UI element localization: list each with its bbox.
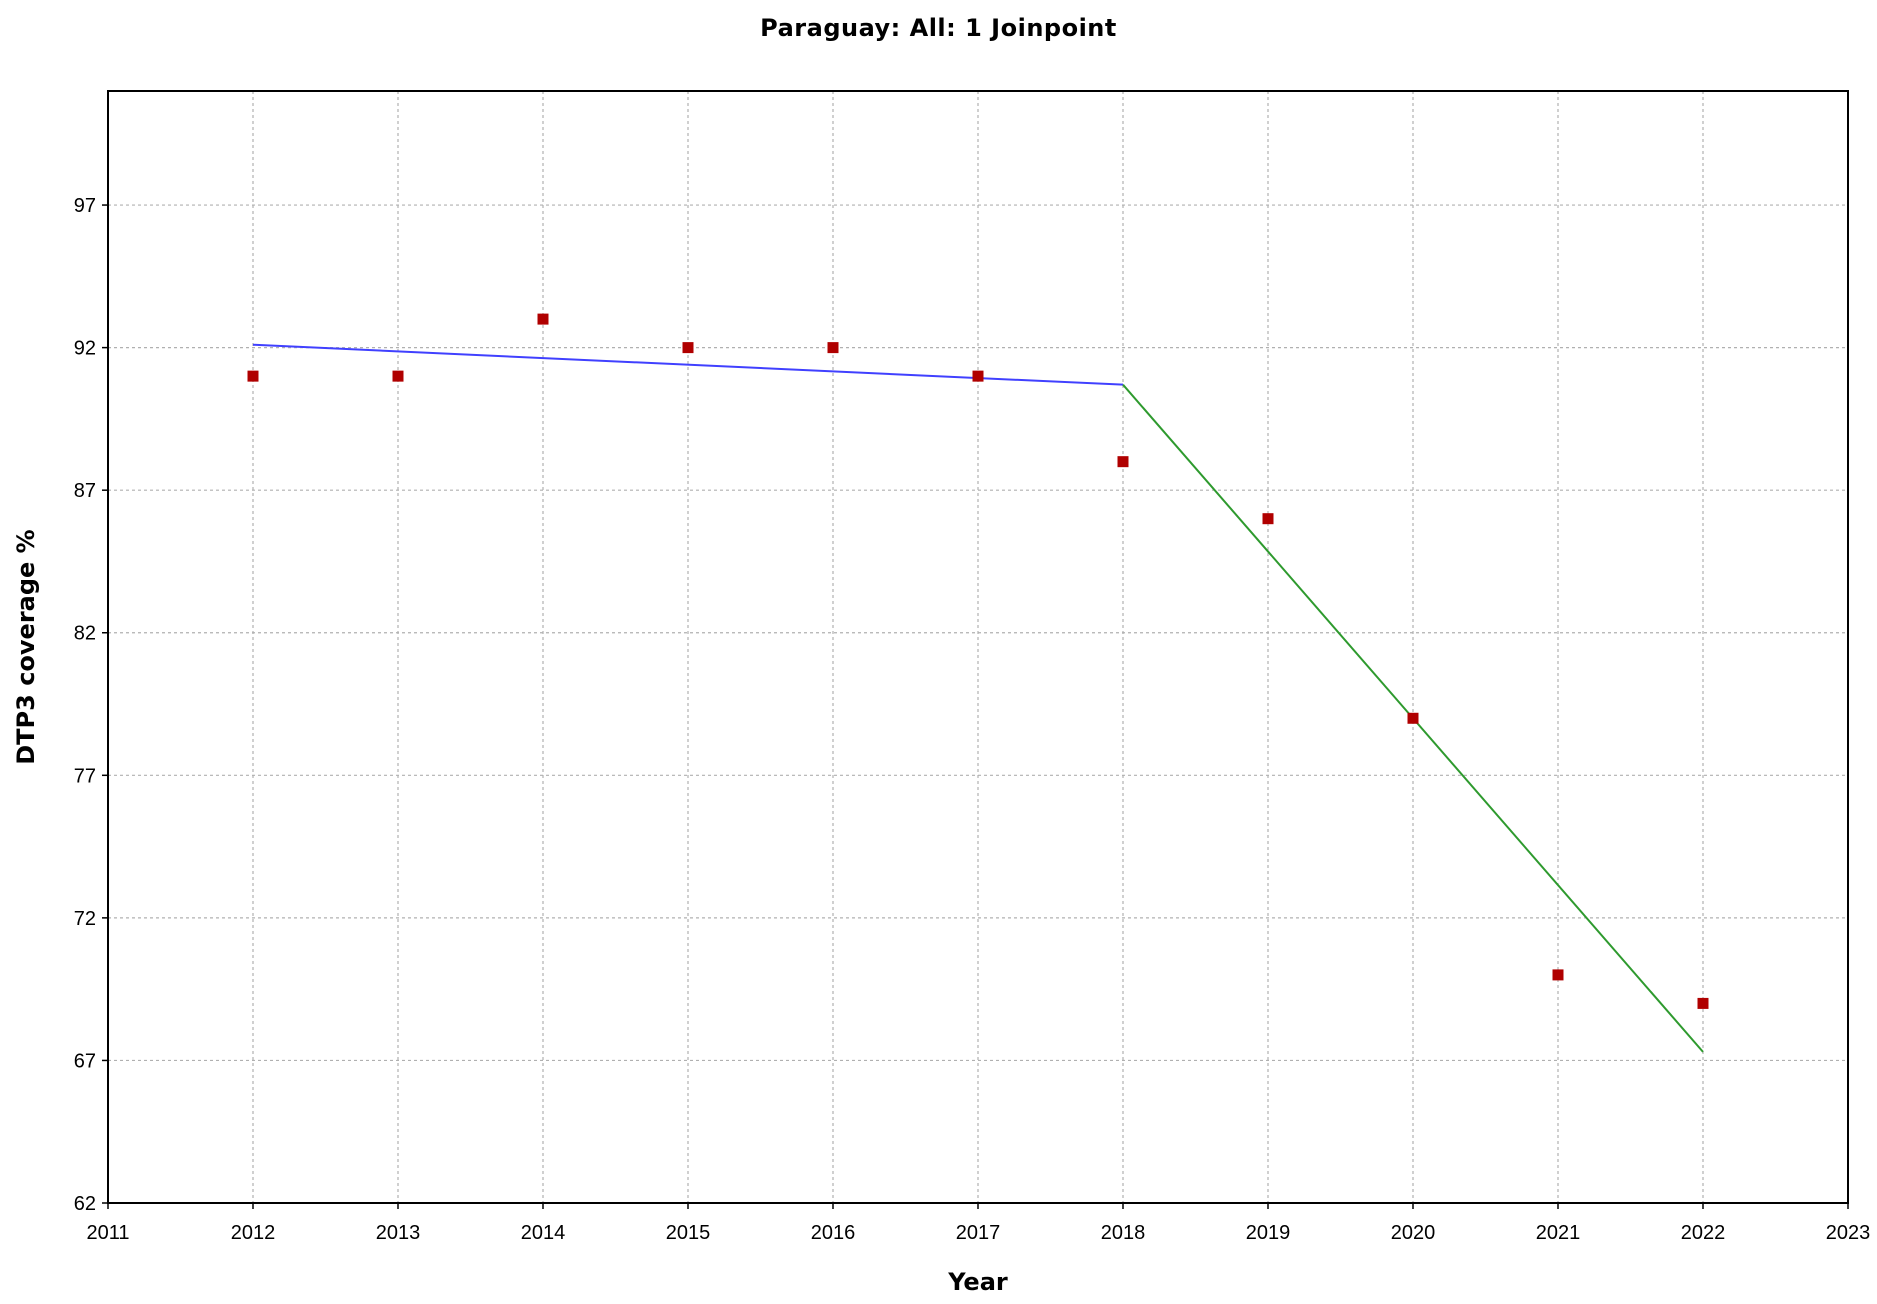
x-tick-label-2017: 2017 <box>956 1222 1001 1244</box>
observed-point-2021 <box>1552 969 1564 981</box>
x-tick-label-2020: 2020 <box>1391 1222 1436 1244</box>
observed-point-2016 <box>827 342 839 354</box>
y-axis-title: DTP3 coverage % <box>12 529 40 764</box>
x-tick-label-2012: 2012 <box>231 1222 276 1244</box>
x-tick-labels: 2011 2012 2013 2014 2015 2016 2017 2018 2019 2020… <box>86 1203 1870 1244</box>
y-tick-label-77: 77 <box>74 765 96 787</box>
x-tick-label-2016: 2016 <box>811 1222 856 1244</box>
y-tick-label-92: 92 <box>74 338 96 360</box>
x-tick-label-2014: 2014 <box>521 1222 566 1244</box>
y-tick-label-67: 67 <box>74 1050 96 1072</box>
x-tick-label-2019: 2019 <box>1246 1222 1291 1244</box>
y-tick-label-82: 82 <box>74 623 96 645</box>
plot-frame <box>107 90 1849 1204</box>
x-tick-label-2022: 2022 <box>1681 1222 1726 1244</box>
x-tick-label-2011: 2011 <box>86 1222 129 1244</box>
x-tick-label-2015: 2015 <box>666 1222 711 1244</box>
observed-point-2017 <box>972 370 984 382</box>
chart-title: Paraguay: All: 1 Joinpoint <box>760 14 1117 42</box>
observed-point-2013 <box>392 370 404 382</box>
y-tick-labels: 62 67 72 77 82 87 92 97 <box>74 195 108 1215</box>
observed-point-2018 <box>1117 456 1129 468</box>
observed-point-2020 <box>1407 712 1419 724</box>
y-tick-label-72: 72 <box>74 908 96 930</box>
x-tick-label-2021: 2021 <box>1536 1222 1581 1244</box>
observed-point-2019 <box>1262 513 1274 525</box>
observed-point-2014 <box>537 313 549 325</box>
grid-layer <box>108 91 1848 1203</box>
y-tick-label-87: 87 <box>74 480 96 502</box>
x-tick-label-2023: 2023 <box>1826 1222 1871 1244</box>
x-tick-label-2013: 2013 <box>376 1222 421 1244</box>
observed-point-2012 <box>247 370 259 382</box>
observed-point-2015 <box>682 342 694 354</box>
observed-point-2022 <box>1697 997 1709 1009</box>
x-tick-label-2018: 2018 <box>1101 1222 1146 1244</box>
observed-points-layer <box>247 313 1709 1009</box>
y-tick-label-97: 97 <box>74 195 96 217</box>
x-axis-title: Year <box>947 1268 1008 1296</box>
y-tick-label-62: 62 <box>74 1193 96 1215</box>
